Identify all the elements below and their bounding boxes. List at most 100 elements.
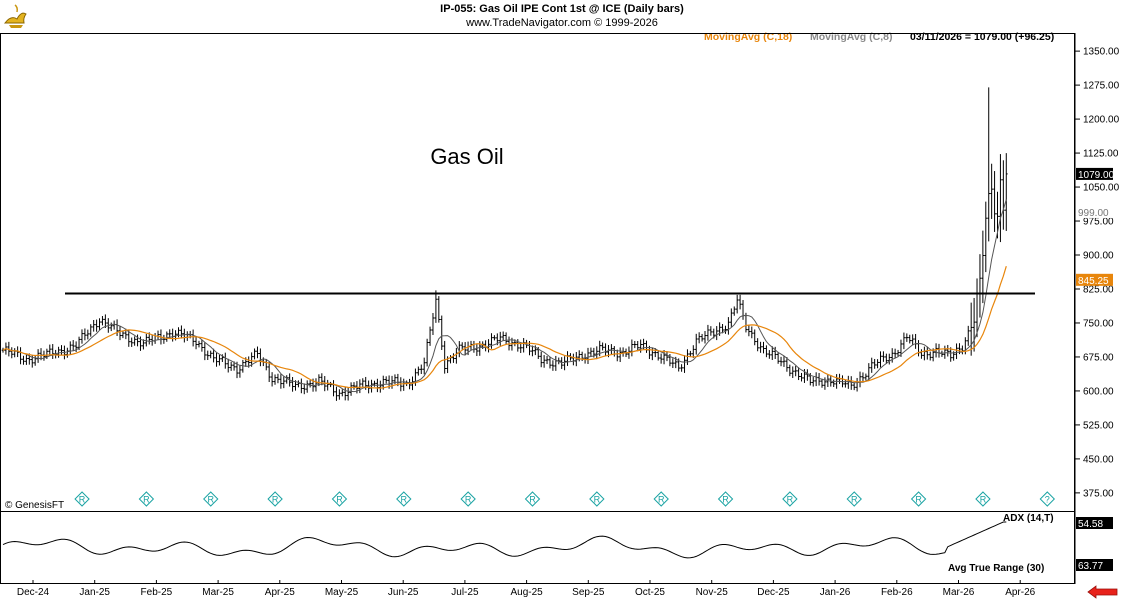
ohlc-bar bbox=[574, 351, 578, 367]
x-tick-label: Mar-26 bbox=[943, 587, 975, 598]
ohlc-bar bbox=[343, 387, 347, 401]
ohlc-bar bbox=[209, 350, 213, 359]
ohlc-bar bbox=[215, 352, 218, 367]
R-marker-icon[interactable]: R bbox=[975, 491, 991, 507]
ohlc-bar bbox=[601, 342, 605, 351]
ohlc-bar bbox=[302, 383, 306, 395]
ohlc-bar bbox=[852, 382, 856, 391]
ohlc-bar bbox=[425, 338, 429, 367]
ohlc-bar bbox=[805, 369, 809, 381]
atr-label: Avg True Range (30) bbox=[948, 563, 1044, 574]
ohlc-bar bbox=[700, 333, 704, 342]
atr-value-bg bbox=[1076, 559, 1113, 571]
ohlc-bar bbox=[68, 341, 72, 355]
ohlc-bar bbox=[715, 326, 719, 341]
y-tick-label: 1350.00 bbox=[1083, 47, 1120, 58]
ohlc-bar bbox=[337, 389, 341, 400]
ohlc-bar bbox=[966, 325, 970, 346]
ohlc-bar bbox=[472, 340, 476, 353]
ohlc-bar bbox=[226, 358, 230, 373]
R-marker-icon[interactable]: R bbox=[267, 491, 283, 507]
ohlc-bar bbox=[428, 326, 432, 346]
ohlc-bar bbox=[475, 344, 479, 357]
ohlc-bar bbox=[329, 381, 332, 388]
ohlc-bar bbox=[434, 290, 438, 323]
ohlc-bar bbox=[279, 374, 283, 389]
prev-price-tag-bg bbox=[1076, 205, 1113, 218]
ohlc-bar bbox=[630, 339, 634, 357]
R-marker-letter: R bbox=[722, 495, 729, 505]
ohlc-bar bbox=[60, 345, 63, 356]
ohlc-bar bbox=[454, 347, 458, 364]
genie-lamp-icon[interactable] bbox=[3, 3, 29, 29]
R-marker-icon[interactable]: R bbox=[717, 491, 734, 507]
ohlc-bar bbox=[823, 377, 827, 390]
ohlc-bar bbox=[814, 372, 818, 387]
ohlc-bar bbox=[109, 322, 113, 332]
x-tick-label: Mar-25 bbox=[202, 587, 234, 598]
ohlc-bar bbox=[89, 324, 93, 337]
ohlc-bar bbox=[95, 319, 98, 332]
x-tick-label: Jan-26 bbox=[820, 587, 851, 598]
ohlc-bar bbox=[788, 364, 792, 377]
y-tick-label: 900.00 bbox=[1083, 251, 1114, 262]
ohlc-bar bbox=[896, 349, 900, 357]
ohlc-bar bbox=[27, 353, 31, 365]
x-tick-label: Aug-25 bbox=[510, 587, 543, 598]
ohlc-bar bbox=[259, 348, 262, 367]
ohlc-bar bbox=[703, 330, 707, 344]
ohlc-bar bbox=[346, 387, 350, 401]
R-marker-icon[interactable]: R bbox=[846, 491, 862, 507]
y-tick-label: 1050.00 bbox=[1083, 183, 1120, 194]
R-marker-icon[interactable]: R bbox=[138, 491, 155, 507]
ohlc-bar bbox=[633, 340, 637, 349]
ohlc-bar bbox=[972, 297, 976, 352]
ohlc-bar bbox=[756, 338, 760, 352]
R-marker-icon[interactable]: R bbox=[653, 491, 669, 507]
ohlc-bar bbox=[171, 328, 175, 342]
ohlc-bar bbox=[378, 380, 382, 393]
R-marker-icon[interactable]: R bbox=[910, 491, 927, 507]
ohlc-bar bbox=[858, 371, 862, 388]
R-marker-icon[interactable]: R bbox=[589, 491, 605, 507]
ohlc-bar bbox=[13, 348, 17, 358]
ohlc-bar bbox=[238, 365, 242, 378]
ohlc-bar bbox=[402, 378, 406, 391]
ohlc-bar bbox=[697, 332, 701, 344]
ohlc-bar bbox=[683, 355, 686, 373]
ohlc-bar bbox=[282, 376, 286, 389]
ohlc-bar bbox=[10, 347, 14, 359]
R-marker-icon[interactable]: R bbox=[396, 491, 412, 507]
ohlc-bar bbox=[709, 326, 713, 336]
x-tick-label: Feb-26 bbox=[881, 587, 913, 598]
R-marker-icon[interactable]: R bbox=[203, 491, 219, 507]
ohlc-bar bbox=[680, 364, 683, 372]
R-marker-icon[interactable]: R bbox=[524, 491, 541, 507]
ohlc-bar bbox=[150, 334, 154, 346]
ohlc-bar bbox=[22, 355, 25, 365]
y-tick-label: 525.00 bbox=[1083, 420, 1114, 431]
R-marker-icon[interactable]: R bbox=[782, 491, 798, 507]
ohlc-bar bbox=[545, 355, 549, 365]
x-tick-label: Dec-24 bbox=[17, 587, 50, 598]
ohlc-bar bbox=[782, 356, 786, 367]
R-marker-icon[interactable]: R bbox=[331, 491, 348, 507]
ohlc-bar bbox=[191, 329, 195, 347]
R-marker-icon[interactable]: ? bbox=[1039, 491, 1056, 507]
x-tick-label: Jun-25 bbox=[388, 587, 419, 598]
ma18-price-tag: 845.25 bbox=[1078, 276, 1109, 287]
ohlc-bar bbox=[618, 347, 622, 363]
x-tick-label: May-25 bbox=[325, 587, 359, 598]
ohlc-bar bbox=[753, 329, 757, 346]
ohlc-bar bbox=[197, 340, 201, 348]
ohlc-bar bbox=[905, 333, 909, 342]
ohlc-bar bbox=[80, 329, 84, 344]
ohlc-bar bbox=[920, 349, 923, 359]
R-marker-icon[interactable]: R bbox=[74, 491, 90, 507]
ohlc-bar bbox=[212, 348, 215, 363]
red-left-arrow-icon[interactable] bbox=[1087, 585, 1119, 599]
ohlc-bar bbox=[452, 353, 455, 363]
ohlc-bar bbox=[759, 341, 762, 353]
R-marker-icon[interactable]: R bbox=[460, 491, 476, 507]
